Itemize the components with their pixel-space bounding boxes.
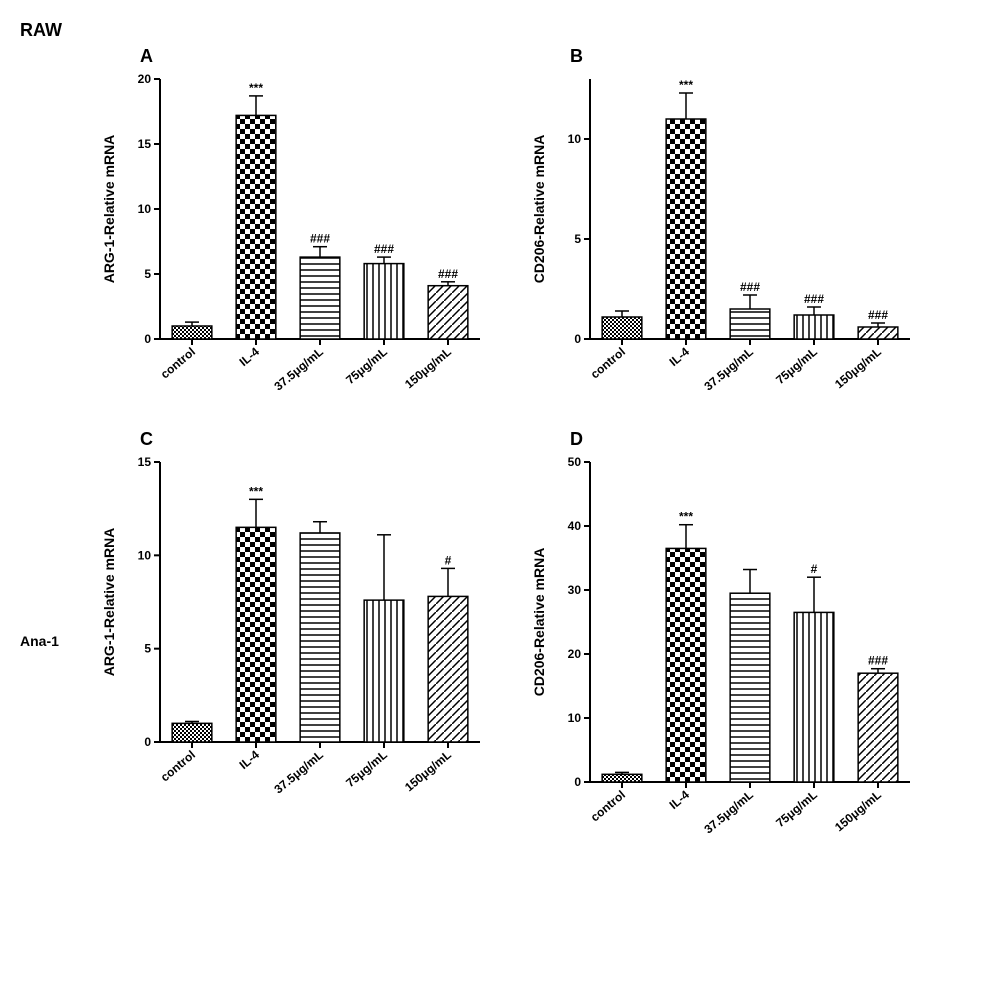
- svg-text:75μg/mL: 75μg/mL: [343, 748, 390, 790]
- svg-text:#: #: [445, 553, 452, 567]
- svg-text:37.5μg/mL: 37.5μg/mL: [271, 345, 325, 394]
- svg-text:5: 5: [574, 232, 581, 246]
- svg-text:###: ###: [868, 308, 888, 322]
- svg-text:IL-4: IL-4: [237, 747, 263, 772]
- chart-svg-d: 0 10 20 30 40 50 CD206-Relative mRNA control IL-…: [530, 452, 930, 852]
- svg-text:50: 50: [568, 455, 582, 469]
- svg-text:###: ###: [804, 292, 824, 306]
- svg-text:15: 15: [138, 137, 152, 151]
- svg-text:10: 10: [138, 548, 152, 562]
- svg-text:10: 10: [138, 202, 152, 216]
- svg-text:control: control: [588, 345, 628, 382]
- chart-panel-d: D 0 10 20 30 40 50 CD206-Relative mRNA control I…: [530, 429, 930, 852]
- svg-text:20: 20: [568, 647, 582, 661]
- row-ana1: Ana-1 C 0 5 10 15 ARG-1-Relative mRNA control…: [20, 429, 980, 852]
- svg-text:IL-4: IL-4: [667, 787, 693, 812]
- chart-svg-c: 0 5 10 15 ARG-1-Relative mRNA control IL-4 *** 3…: [100, 452, 500, 812]
- svg-text:***: ***: [249, 81, 263, 95]
- svg-text:37.5μg/mL: 37.5μg/mL: [701, 788, 755, 837]
- chart-panel-b: B 0 5 10 CD206-Relative mRNA control IL-4 *** 3…: [530, 46, 930, 409]
- svg-text:###: ###: [438, 267, 458, 281]
- svg-text:CD206-Relative mRNA: CD206-Relative mRNA: [531, 135, 547, 284]
- svg-text:37.5μg/mL: 37.5μg/mL: [271, 748, 325, 797]
- svg-text:control: control: [158, 345, 198, 382]
- svg-text:150μg/mL: 150μg/mL: [402, 345, 454, 392]
- svg-text:150μg/mL: 150μg/mL: [832, 788, 884, 835]
- svg-text:0: 0: [144, 332, 151, 346]
- row-raw: A 0 5 10 15 20 ARG-1-Relative mRNA control IL-4…: [20, 46, 980, 409]
- svg-text:15: 15: [138, 455, 152, 469]
- svg-text:ARG-1-Relative mRNA: ARG-1-Relative mRNA: [101, 135, 117, 284]
- svg-text:5: 5: [144, 267, 151, 281]
- svg-text:ARG-1-Relative mRNA: ARG-1-Relative mRNA: [101, 528, 117, 677]
- row-label-ana1: Ana-1: [20, 429, 70, 852]
- svg-text:###: ###: [740, 280, 760, 294]
- svg-text:5: 5: [144, 642, 151, 656]
- svg-text:***: ***: [679, 78, 693, 92]
- svg-text:0: 0: [574, 775, 581, 789]
- chart-panel-a: A 0 5 10 15 20 ARG-1-Relative mRNA control IL-4…: [100, 46, 500, 409]
- svg-text:###: ###: [374, 242, 394, 256]
- svg-text:150μg/mL: 150μg/mL: [832, 345, 884, 392]
- svg-text:control: control: [588, 788, 628, 825]
- svg-text:75μg/mL: 75μg/mL: [773, 345, 820, 387]
- panel-letter-c: C: [140, 429, 500, 450]
- svg-text:75μg/mL: 75μg/mL: [773, 788, 820, 830]
- page-title: RAW: [20, 20, 980, 41]
- svg-text:***: ***: [679, 510, 693, 524]
- svg-text:75μg/mL: 75μg/mL: [343, 345, 390, 387]
- svg-text:10: 10: [568, 711, 582, 725]
- svg-text:37.5μg/mL: 37.5μg/mL: [701, 345, 755, 394]
- svg-text:20: 20: [138, 72, 152, 86]
- svg-text:***: ***: [249, 484, 263, 498]
- svg-text:###: ###: [868, 654, 888, 668]
- svg-text:control: control: [158, 748, 198, 785]
- svg-text:CD206-Relative mRNA: CD206-Relative mRNA: [531, 548, 547, 697]
- svg-text:###: ###: [310, 232, 330, 246]
- panel-letter-d: D: [570, 429, 930, 450]
- chart-svg-b: 0 5 10 CD206-Relative mRNA control IL-4 *** 37.…: [530, 69, 930, 409]
- svg-text:30: 30: [568, 583, 582, 597]
- svg-text:0: 0: [144, 735, 151, 749]
- panel-letter-b: B: [570, 46, 930, 67]
- svg-text:IL-4: IL-4: [237, 344, 263, 369]
- svg-text:#: #: [811, 562, 818, 576]
- chart-panel-c: C 0 5 10 15 ARG-1-Relative mRNA control IL-4 **…: [100, 429, 500, 852]
- svg-text:IL-4: IL-4: [667, 344, 693, 369]
- row-label-raw: [20, 46, 70, 409]
- svg-text:0: 0: [574, 332, 581, 346]
- svg-text:150μg/mL: 150μg/mL: [402, 748, 454, 795]
- chart-svg-a: 0 5 10 15 20 ARG-1-Relative mRNA control IL-4 **…: [100, 69, 500, 409]
- panel-letter-a: A: [140, 46, 500, 67]
- svg-text:10: 10: [568, 132, 582, 146]
- svg-text:40: 40: [568, 519, 582, 533]
